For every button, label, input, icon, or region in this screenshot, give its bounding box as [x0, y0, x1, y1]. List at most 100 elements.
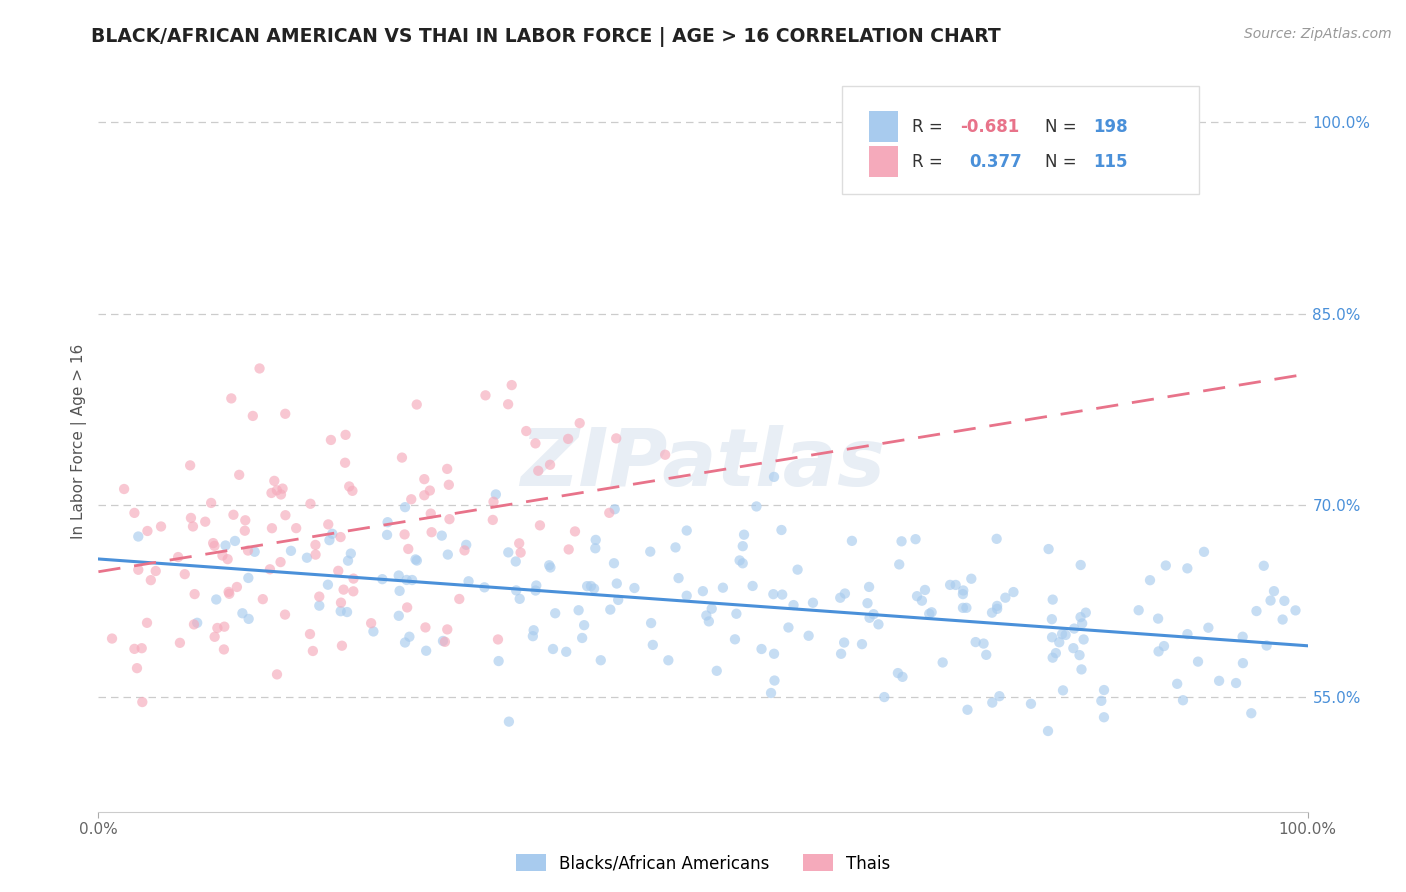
Point	[524, 436, 547, 450]
Point	[1052, 683, 1074, 698]
Text: 115: 115	[1094, 153, 1128, 171]
Point	[952, 583, 974, 598]
Point	[529, 518, 551, 533]
Point	[205, 592, 228, 607]
Point	[1260, 593, 1282, 607]
Point	[523, 624, 546, 638]
Point	[986, 602, 1008, 616]
Point	[401, 573, 423, 587]
Text: BLACK/AFRICAN AMERICAN VS THAI IN LABOR FORCE | AGE > 16 CORRELATION CHART: BLACK/AFRICAN AMERICAN VS THAI IN LABOR …	[91, 27, 1001, 46]
Point	[1062, 641, 1084, 656]
Point	[266, 483, 288, 498]
Point	[598, 506, 620, 520]
Point	[576, 579, 599, 593]
Point	[169, 636, 191, 650]
Bar	[869, 146, 897, 178]
Point	[668, 571, 690, 585]
Point	[211, 549, 233, 563]
Point	[405, 398, 427, 412]
Point	[231, 607, 253, 621]
Point	[485, 487, 508, 501]
Point	[335, 427, 357, 442]
Point	[557, 432, 579, 446]
Point	[544, 607, 567, 621]
Point	[127, 563, 149, 577]
Point	[952, 600, 974, 615]
Point	[1040, 630, 1063, 644]
Point	[918, 607, 941, 621]
Point	[501, 378, 523, 392]
Point	[589, 653, 612, 667]
Point	[337, 554, 360, 568]
Point	[1090, 694, 1112, 708]
Point	[770, 523, 793, 537]
Point	[249, 361, 271, 376]
Point	[1147, 644, 1170, 658]
Point	[456, 538, 478, 552]
Point	[568, 416, 591, 430]
Point	[981, 696, 1004, 710]
Bar	[869, 111, 897, 142]
Point	[124, 641, 146, 656]
Point	[522, 629, 544, 643]
Point	[1171, 693, 1194, 707]
Point	[603, 556, 626, 570]
Point	[274, 508, 297, 523]
Point	[1153, 639, 1175, 653]
Point	[101, 632, 124, 646]
Point	[887, 666, 910, 681]
Point	[858, 580, 880, 594]
Point	[363, 624, 385, 639]
Point	[233, 524, 256, 538]
Point	[319, 433, 342, 447]
Point	[332, 582, 354, 597]
Point	[167, 549, 190, 564]
Point	[830, 591, 852, 605]
Point	[638, 544, 661, 558]
Point	[763, 647, 786, 661]
Point	[127, 529, 149, 543]
Point	[1045, 646, 1067, 660]
Point	[274, 407, 297, 421]
Point	[328, 564, 350, 578]
Point	[1240, 706, 1263, 721]
Point	[420, 525, 443, 540]
Point	[1232, 630, 1254, 644]
Text: R =: R =	[912, 153, 953, 171]
Text: N =: N =	[1045, 118, 1083, 136]
Point	[1187, 655, 1209, 669]
Point	[851, 637, 873, 651]
Point	[360, 616, 382, 631]
Point	[457, 574, 479, 589]
Point	[641, 638, 664, 652]
Point	[371, 572, 394, 586]
Point	[225, 580, 247, 594]
Text: Source: ZipAtlas.com: Source: ZipAtlas.com	[1244, 27, 1392, 41]
Point	[482, 495, 505, 509]
Point	[585, 533, 607, 547]
Point	[623, 581, 645, 595]
Point	[640, 616, 662, 631]
Point	[700, 601, 723, 615]
Point	[252, 592, 274, 607]
Point	[1036, 724, 1059, 739]
Point	[238, 571, 260, 585]
Point	[419, 507, 441, 521]
Point	[299, 497, 322, 511]
Point	[1038, 542, 1060, 557]
Point	[955, 600, 977, 615]
Point	[214, 620, 236, 634]
Point	[453, 543, 475, 558]
Point	[509, 591, 531, 606]
Point	[436, 623, 458, 637]
Point	[124, 506, 146, 520]
FancyBboxPatch shape	[842, 87, 1199, 194]
Point	[599, 602, 621, 616]
Point	[1070, 662, 1092, 676]
Point	[207, 621, 229, 635]
Point	[336, 605, 359, 619]
Point	[583, 582, 606, 596]
Point	[1197, 621, 1219, 635]
Point	[488, 654, 510, 668]
Point	[583, 541, 606, 556]
